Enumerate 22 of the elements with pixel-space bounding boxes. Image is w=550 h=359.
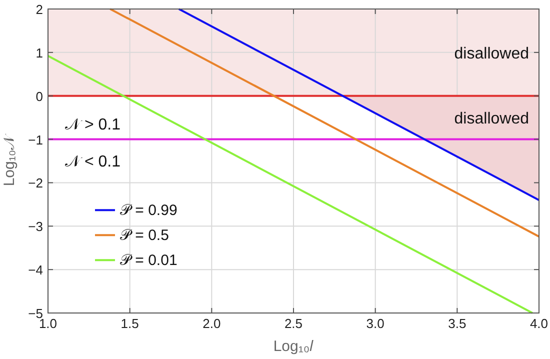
y-tick-label: −1	[28, 132, 43, 148]
x-tick-label: 4.0	[530, 316, 548, 331]
annotation: disallowed	[454, 110, 529, 128]
x-tick-label: 2.0	[202, 316, 221, 331]
x-tick-label: 3.0	[366, 316, 384, 331]
y-tick-label: 1	[36, 45, 43, 60]
y-tick-label: −3	[28, 219, 43, 234]
annotation: 𝒩 > 0.1	[65, 116, 121, 134]
annotation: 𝒩 < 0.1	[65, 153, 121, 170]
x-axis-title: Log₁₀𝑙	[273, 338, 314, 355]
legend-label: 𝒫 = 0.5	[120, 227, 169, 244]
legend-label: 𝒫 = 0.01	[120, 252, 178, 270]
x-tick-label: 1.5	[120, 316, 139, 331]
x-tick-label: 2.5	[284, 316, 303, 331]
band-label: disallowed	[454, 45, 529, 62]
x-tick-label: 3.5	[448, 316, 466, 331]
y-tick-label: −4	[28, 262, 43, 278]
y-tick-label: 2	[36, 2, 43, 17]
y-tick-label: 0	[36, 88, 43, 104]
y-tick-label: −2	[28, 176, 43, 191]
legend-label: 𝒫 = 0.99	[120, 202, 178, 220]
y-axis-title: Log₁₀𝒩	[1, 132, 18, 186]
